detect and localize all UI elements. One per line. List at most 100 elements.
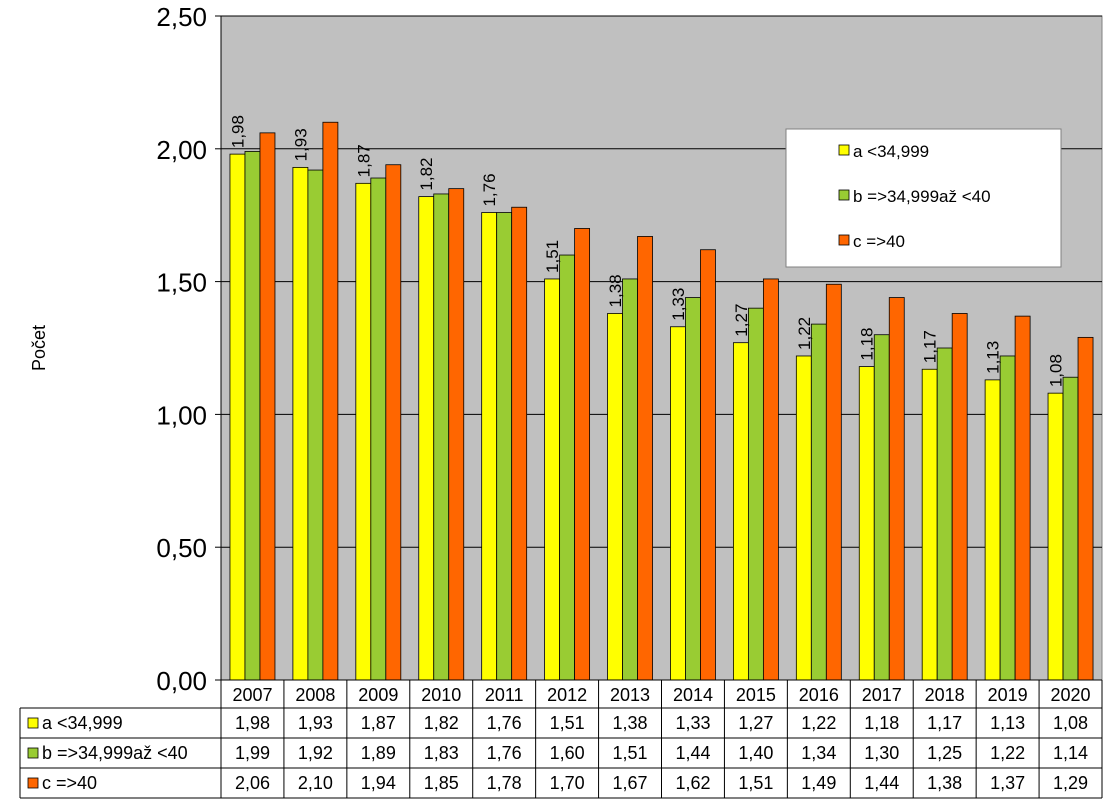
bar — [511, 206, 528, 681]
plot-area — [220, 15, 1103, 681]
table-cell: 1,87 — [361, 713, 396, 733]
table-cell: 2,06 — [235, 773, 270, 793]
bar — [385, 164, 402, 681]
table-cell: 1,44 — [864, 773, 899, 793]
table-cell: 1,51 — [550, 713, 585, 733]
bar — [622, 278, 638, 681]
table-cell: 1,70 — [550, 773, 585, 793]
bar — [418, 196, 435, 681]
y-tick-label: 0,00 — [156, 666, 207, 696]
y-axis: 0,00 0,50 1,00 1,50 2,00 2,50 — [156, 2, 222, 696]
bar — [496, 212, 513, 681]
legend-swatch — [838, 189, 850, 201]
table-cell: 1,51 — [738, 773, 773, 793]
table-cell: 2,10 — [298, 773, 333, 793]
bar — [370, 177, 387, 681]
bar — [810, 323, 827, 681]
y-tick-label: 2,50 — [156, 2, 207, 32]
table-cell: 1,18 — [864, 713, 899, 733]
data-label: 1,33 — [669, 288, 688, 321]
bar — [1014, 315, 1031, 681]
table-cell: 1,22 — [990, 743, 1025, 763]
table-cell: 1,62 — [675, 773, 710, 793]
x-tick-label: 2010 — [421, 685, 461, 705]
x-tick-label: 2020 — [1051, 685, 1091, 705]
table-cell: 1,92 — [298, 743, 333, 763]
table-cell: 1,13 — [990, 713, 1025, 733]
table-cell: 1,51 — [613, 743, 648, 763]
table-cell: 1,29 — [1053, 773, 1088, 793]
table-cell: 1,08 — [1053, 713, 1088, 733]
table-cell: 1,89 — [361, 743, 396, 763]
bar — [873, 334, 890, 681]
data-label: 1,51 — [543, 240, 562, 273]
x-tick-label: 2012 — [547, 685, 587, 705]
table-cell: 1,98 — [235, 713, 270, 733]
data-label: 1,27 — [732, 304, 751, 337]
y-tick-label: 1,00 — [156, 400, 207, 430]
bar — [322, 121, 339, 681]
table-cell: 1,33 — [675, 713, 710, 733]
bar — [607, 313, 623, 681]
bar — [1047, 392, 1064, 681]
table-cell: 1,83 — [424, 743, 459, 763]
table-cell: 1,94 — [361, 773, 396, 793]
table-cell: 1,85 — [424, 773, 459, 793]
y-tick-label: 1,50 — [156, 268, 207, 298]
legend-swatch — [838, 234, 850, 246]
table-cell: 1,14 — [1053, 743, 1088, 763]
bar — [559, 254, 576, 681]
x-tick-label: 2016 — [799, 685, 839, 705]
table-row-swatch — [27, 717, 39, 729]
legend: a <34,999 b =>34,999až <40 c =>40 — [785, 128, 1062, 268]
bar — [858, 366, 875, 681]
bar — [921, 368, 938, 681]
bar — [732, 342, 749, 681]
bar — [825, 283, 842, 681]
bar — [433, 193, 450, 681]
table-cell: 1,93 — [298, 713, 333, 733]
bar — [670, 326, 686, 681]
table-cell: 1,37 — [990, 773, 1025, 793]
table-cell: 1,76 — [487, 713, 522, 733]
bars — [229, 121, 1094, 681]
table-cell: 1,22 — [801, 713, 836, 733]
bar — [762, 278, 779, 681]
data-label: 1,93 — [291, 128, 310, 161]
legend-entry: c =>40 — [853, 232, 905, 251]
table-row-swatch — [27, 747, 39, 759]
bar — [795, 355, 812, 681]
data-label: 1,22 — [795, 317, 814, 350]
table-cell: 1,40 — [738, 743, 773, 763]
data-label: 1,82 — [417, 158, 436, 191]
table-cell: 1,27 — [738, 713, 773, 733]
y-tick-label: 2,00 — [156, 135, 207, 165]
bar — [1077, 336, 1094, 681]
x-tick-label: 2007 — [232, 685, 272, 705]
table-cell: 1,30 — [864, 743, 899, 763]
table-cell: 1,38 — [613, 713, 648, 733]
x-tick-label: 2017 — [862, 685, 902, 705]
data-label: 1,98 — [228, 115, 247, 148]
y-tick-label: 0,50 — [156, 533, 207, 563]
data-label: 1,08 — [1047, 354, 1066, 387]
bar — [637, 236, 653, 681]
data-label: 1,38 — [606, 274, 625, 307]
table-cell: 1,99 — [235, 743, 270, 763]
bar — [292, 166, 309, 681]
data-label: 1,13 — [984, 341, 1003, 374]
y-axis-label: Počet — [29, 325, 49, 371]
bar — [448, 188, 465, 681]
bar — [888, 297, 905, 681]
bar — [307, 169, 324, 681]
bar — [700, 249, 716, 681]
bar — [685, 297, 701, 681]
bar — [544, 278, 561, 681]
table-cell: 1,38 — [927, 773, 962, 793]
x-tick-label: 2015 — [736, 685, 776, 705]
legend-entry: b =>34,999až <40 — [853, 187, 991, 206]
bar — [229, 153, 246, 681]
table-row-name: a <34,999 — [42, 713, 123, 733]
table-cell: 1,82 — [424, 713, 459, 733]
bar — [481, 212, 498, 681]
